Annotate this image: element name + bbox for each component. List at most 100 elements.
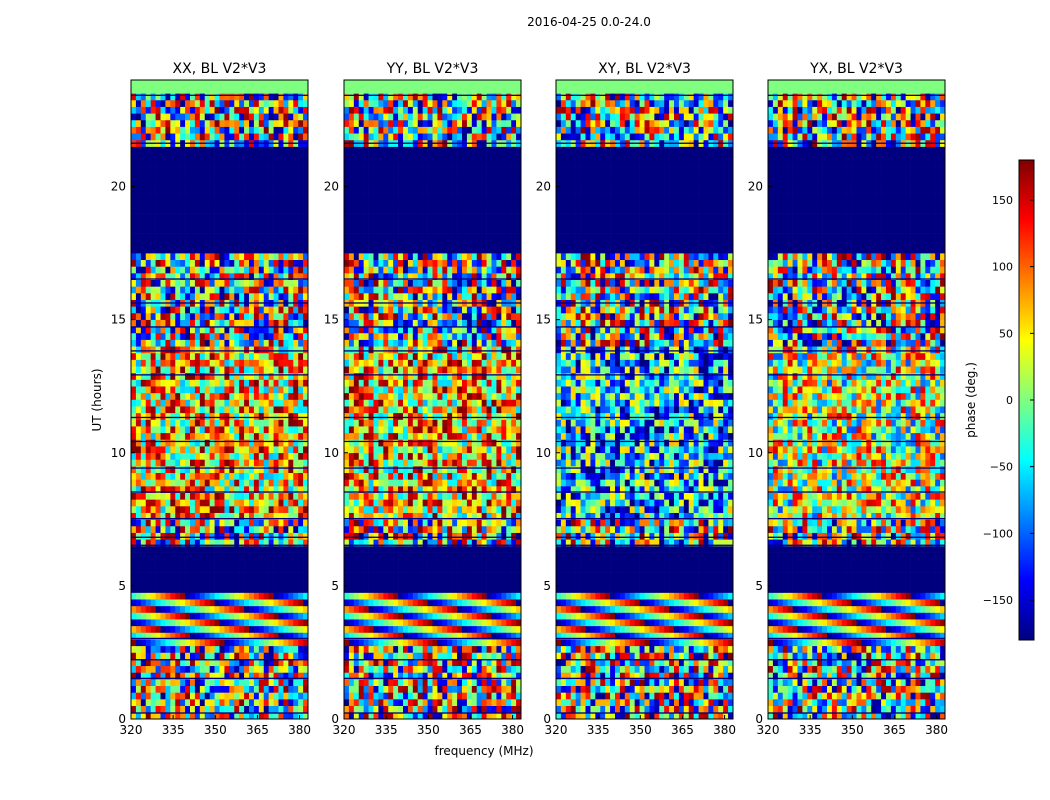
heatmap-cell <box>344 479 350 487</box>
heatmap-cell <box>214 206 220 214</box>
heatmap-cell <box>298 193 304 201</box>
heatmap-cell <box>486 619 492 627</box>
heatmap-cell <box>135 259 142 267</box>
heatmap-cell <box>278 233 284 241</box>
heatmap-cell <box>239 213 245 221</box>
heatmap-cell <box>432 612 438 620</box>
heatmap-cell <box>135 426 142 434</box>
heatmap-cell <box>511 619 517 627</box>
heatmap-cell <box>175 133 181 141</box>
heatmap-cell <box>481 665 487 673</box>
heatmap-cell <box>219 592 225 600</box>
heatmap-cell <box>293 93 299 101</box>
heatmap-cell <box>298 372 304 380</box>
heatmap-cell <box>358 446 364 454</box>
heatmap-cell <box>481 472 487 480</box>
heatmap-cell <box>194 99 201 107</box>
heatmap-cell <box>491 645 497 653</box>
heatmap-cell <box>437 532 443 540</box>
heatmap-cell <box>209 306 215 314</box>
heatmap-cell <box>249 253 255 261</box>
heatmap-cell <box>278 612 284 620</box>
heatmap-cell <box>412 712 419 720</box>
heatmap-cell <box>253 619 260 627</box>
heatmap-cell <box>403 519 409 527</box>
heatmap-cell <box>234 625 240 633</box>
heatmap-cell <box>298 253 304 261</box>
heatmap-cell <box>204 532 210 540</box>
heatmap-cell <box>190 479 196 487</box>
heatmap-cell <box>135 605 142 613</box>
heatmap-cell <box>180 426 186 434</box>
heatmap-cell <box>288 492 294 500</box>
heatmap-cell <box>131 705 137 713</box>
heatmap-cell <box>298 685 304 693</box>
heatmap-cell <box>263 319 269 327</box>
heatmap-cell <box>422 652 428 660</box>
heatmap-cell <box>268 193 274 201</box>
heatmap-cell <box>447 446 453 454</box>
heatmap-cell <box>293 399 299 407</box>
heatmap-cell <box>219 126 225 134</box>
heatmap-cell <box>344 645 350 653</box>
heatmap-cell <box>175 705 181 713</box>
heatmap-cell <box>209 293 215 300</box>
heatmap-cell <box>486 559 492 567</box>
heatmap-cell <box>344 619 350 627</box>
heatmap-cell <box>175 226 181 234</box>
heatmap-cell <box>244 119 250 127</box>
heatmap-cell <box>471 685 478 693</box>
heatmap-cell <box>496 545 502 553</box>
heatmap-cell <box>180 193 186 201</box>
heatmap-cell <box>273 319 279 327</box>
heatmap-cell <box>145 665 151 673</box>
heatmap-cell <box>249 639 255 647</box>
heatmap-cell <box>466 499 473 507</box>
heatmap-cell <box>353 559 360 567</box>
heatmap-cell <box>486 446 492 454</box>
heatmap-cell <box>160 166 166 174</box>
heatmap-cell <box>185 179 191 187</box>
heatmap-cell <box>160 346 166 354</box>
heatmap-cell <box>150 565 156 573</box>
heatmap-cell <box>253 106 260 114</box>
heatmap-cell <box>244 199 250 207</box>
heatmap-cell <box>224 253 230 261</box>
heatmap-cell <box>471 532 478 540</box>
heatmap-cell <box>180 486 186 493</box>
heatmap-cell <box>273 659 279 667</box>
heatmap-cell <box>244 632 250 640</box>
heatmap-cell <box>253 219 260 227</box>
heatmap-cell <box>427 705 433 713</box>
heatmap-cell <box>407 472 414 480</box>
heatmap-cell <box>175 639 181 647</box>
heatmap-cell <box>150 326 156 334</box>
heatmap-cell <box>229 645 235 653</box>
heatmap-cell <box>398 525 404 533</box>
heatmap-cell <box>209 332 215 340</box>
heatmap-cell <box>135 525 142 533</box>
heatmap-cell <box>185 532 191 540</box>
heatmap-cell <box>501 659 507 667</box>
heatmap-cell <box>204 273 210 280</box>
heatmap-cell <box>422 506 428 513</box>
heatmap-cell <box>209 539 215 547</box>
heatmap-cell <box>175 585 181 593</box>
heatmap-cell <box>155 199 161 207</box>
heatmap-cell <box>358 506 364 513</box>
heatmap-cell <box>253 352 260 360</box>
heatmap-cell <box>160 612 166 620</box>
band-separator <box>131 142 308 144</box>
heatmap-cell <box>283 599 289 607</box>
heatmap-cell <box>170 253 176 261</box>
heatmap-cell <box>273 672 279 680</box>
heatmap-cell <box>412 665 419 673</box>
heatmap-cell <box>491 446 497 454</box>
heatmap-cell <box>303 399 309 407</box>
band-separator <box>131 491 308 493</box>
heatmap-cell <box>145 266 151 274</box>
heatmap-cell <box>175 605 181 613</box>
heatmap-cell <box>393 479 399 487</box>
heatmap-cell <box>383 619 389 627</box>
heatmap-cell <box>273 599 279 607</box>
